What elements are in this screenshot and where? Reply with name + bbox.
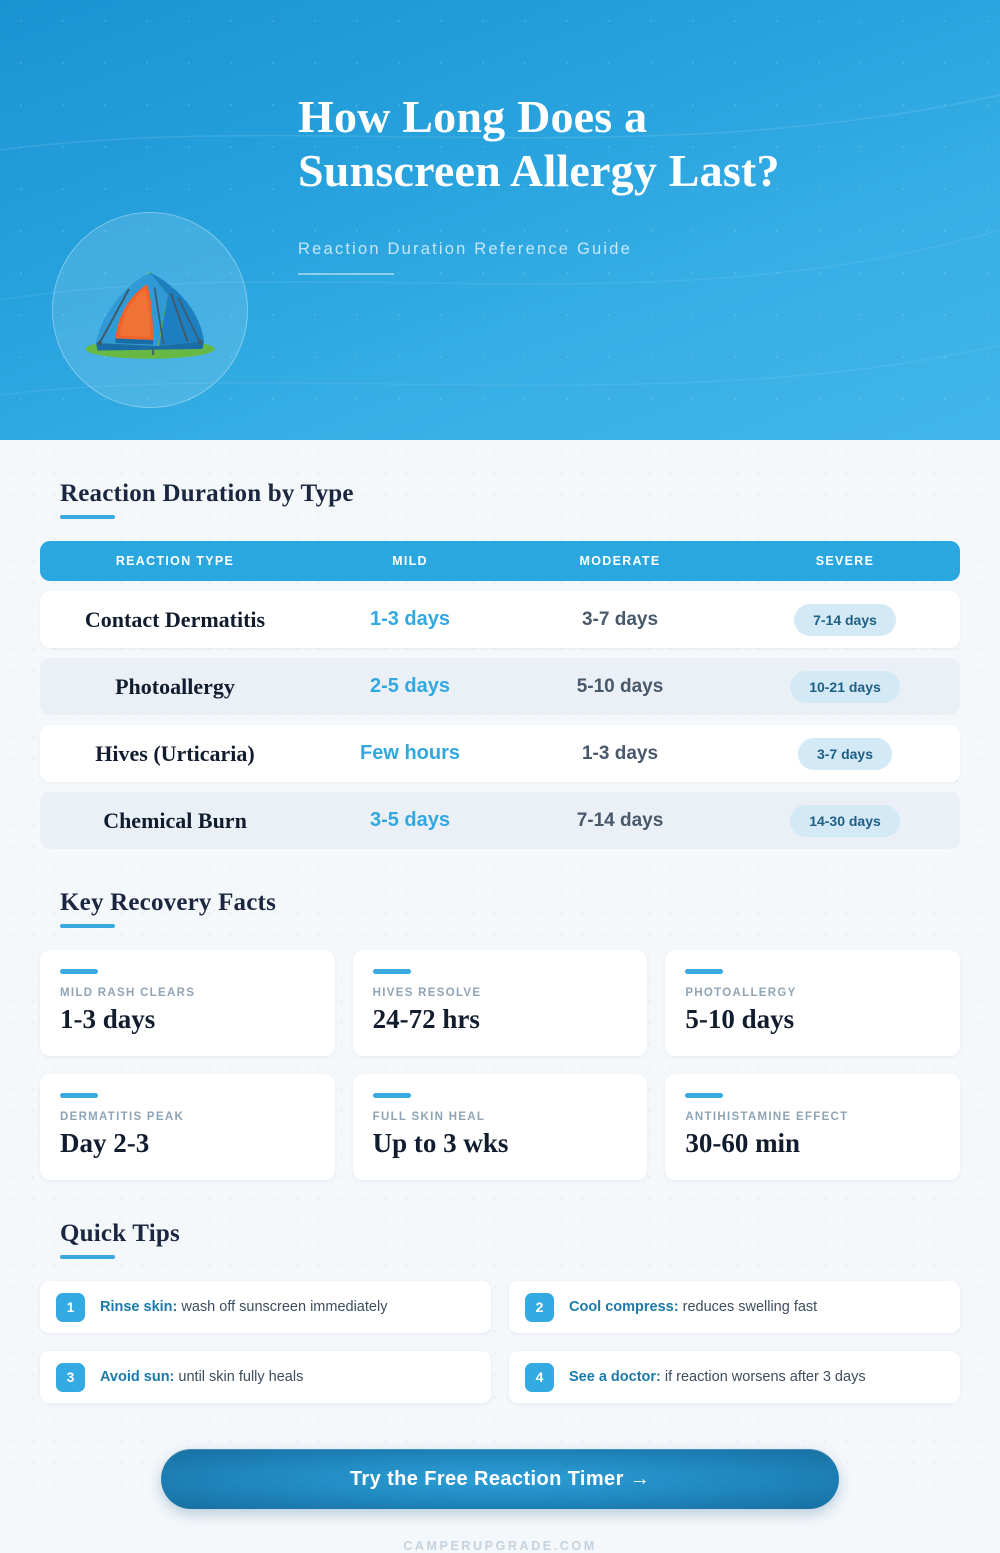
column-header-severe: SEVERE	[815, 554, 875, 568]
tip-bold: See a doctor:	[569, 1369, 661, 1385]
section-accent-rule	[60, 924, 115, 928]
page-subtitle: Reaction Duration Reference Guide	[298, 239, 632, 258]
cell-mild: 2-5 days	[369, 675, 451, 697]
tip-item: 4 See a doctor: if reaction worsens afte…	[509, 1351, 960, 1403]
tip-text: Avoid sun: until skin fully heals	[100, 1369, 303, 1385]
section-title-table: Reaction Duration by Type	[60, 480, 354, 507]
fact-label: DERMATITIS PEAK	[60, 1111, 185, 1123]
fact-card: FULL SKIN HEAL Up to 3 wks	[352, 1074, 648, 1180]
fact-label: HIVES RESOLVE	[372, 987, 482, 999]
fact-value: 30-60 min	[685, 1128, 801, 1158]
fact-accent-bar	[60, 969, 98, 974]
tip-bold: Avoid sun:	[100, 1369, 175, 1385]
key-recovery-facts-grid: MILD RASH CLEARS 1-3 days HIVES RESOLVE …	[40, 950, 960, 1180]
table-section-heading: Reaction Duration by Type	[60, 440, 960, 519]
table-row: Hives (Urticaria) Few hours 1-3 days 3-7…	[40, 725, 960, 782]
tip-bold: Cool compress:	[569, 1299, 679, 1315]
cell-moderate: 3-7 days	[581, 608, 659, 630]
tip-text: Rinse skin: wash off sunscreen immediate…	[100, 1299, 387, 1315]
severity-badge: 7-14 days	[794, 603, 896, 636]
fact-value: Day 2-3	[60, 1128, 150, 1158]
cell-reaction-type: Chemical Burn	[103, 807, 247, 833]
table-row: Photoallergy 2-5 days 5-10 days 10-21 da…	[40, 658, 960, 715]
cell-moderate: 1-3 days	[581, 742, 659, 764]
tip-rest: if reaction worsens after 3 days	[660, 1369, 866, 1385]
tip-number-badge: 3	[56, 1362, 85, 1392]
fact-accent-bar	[372, 969, 411, 974]
fact-accent-bar	[372, 1093, 411, 1098]
tip-bold: Rinse skin:	[100, 1299, 178, 1315]
reaction-duration-table: REACTION TYPE MILD MODERATE SEVERE Conta…	[40, 541, 960, 849]
table-row: Contact Dermatitis 1-3 days 3-7 days 7-1…	[40, 591, 960, 648]
cell-mild: 3-5 days	[369, 809, 451, 831]
section-title-facts: Key Recovery Facts	[60, 889, 277, 916]
header-text-block: How Long Does a Sunscreen Allergy Last? …	[298, 90, 858, 275]
cell-moderate: 7-14 days	[576, 809, 664, 831]
fact-card: ANTIHISTAMINE EFFECT 30-60 min	[665, 1074, 960, 1180]
cell-mild: 1-3 days	[369, 608, 451, 630]
section-accent-rule	[60, 515, 115, 519]
cell-severe: 10-21 days	[730, 670, 960, 703]
fact-label: ANTIHISTAMINE EFFECT	[685, 1111, 849, 1123]
fact-accent-bar	[685, 1093, 724, 1098]
fact-value: 5-10 days	[685, 1004, 795, 1034]
fact-value: 1-3 days	[60, 1004, 156, 1034]
cell-severe: 14-30 days	[730, 804, 960, 837]
cell-reaction-type: Contact Dermatitis	[84, 606, 266, 632]
quick-tips-grid: 1 Rinse skin: wash off sunscreen immedia…	[40, 1281, 960, 1403]
tip-number-badge: 4	[525, 1362, 554, 1392]
cell-reaction-type: Photoallergy	[115, 673, 235, 699]
fact-card: MILD RASH CLEARS 1-3 days	[40, 950, 335, 1056]
cell-mild: Few hours	[359, 742, 460, 764]
cell-severe: 7-14 days	[730, 603, 960, 636]
fact-accent-bar	[685, 969, 724, 974]
fact-accent-bar	[60, 1093, 98, 1098]
page-header: How Long Does a Sunscreen Allergy Last? …	[0, 0, 1000, 440]
fact-label: FULL SKIN HEAL	[372, 1111, 486, 1123]
fact-card: DERMATITIS PEAK Day 2-3	[40, 1074, 335, 1180]
fact-value: 24-72 hrs	[372, 1004, 480, 1034]
severity-badge: 14-30 days	[790, 804, 900, 837]
tip-item: 1 Rinse skin: wash off sunscreen immedia…	[40, 1281, 491, 1333]
fact-label: MILD RASH CLEARS	[60, 987, 196, 999]
tips-section-heading: Quick Tips	[60, 1180, 960, 1259]
column-header-moderate: MODERATE	[579, 554, 661, 568]
facts-section-heading: Key Recovery Facts	[60, 849, 960, 928]
tip-text: Cool compress: reduces swelling fast	[569, 1299, 817, 1315]
column-header-type: REACTION TYPE	[115, 554, 235, 568]
tip-number-badge: 1	[56, 1292, 85, 1322]
cell-severe: 3-7 days	[730, 737, 960, 770]
subtitle-rule	[298, 272, 394, 275]
footer-brand: CAMPERUPGRADE.COM	[403, 1539, 597, 1553]
fact-label: PHOTOALLERGY	[685, 987, 797, 999]
camping-tent-icon	[85, 271, 215, 359]
severity-badge: 3-7 days	[797, 737, 893, 770]
fact-card: PHOTOALLERGY 5-10 days	[665, 950, 960, 1056]
tip-text: See a doctor: if reaction worsens after …	[569, 1369, 866, 1385]
cell-moderate: 5-10 days	[576, 675, 664, 697]
cta-container: Try the Free Reaction Timer →	[40, 1449, 960, 1509]
page-content: Reaction Duration by Type REACTION TYPE …	[0, 440, 1000, 1553]
hero-icon-badge	[52, 212, 248, 408]
table-row: Chemical Burn 3-5 days 7-14 days 14-30 d…	[40, 792, 960, 849]
tip-item: 3 Avoid sun: until skin fully heals	[40, 1351, 491, 1403]
tip-number-badge: 2	[525, 1292, 554, 1322]
tip-rest: reduces swelling fast	[678, 1299, 818, 1315]
tip-rest: wash off sunscreen immediately	[177, 1299, 388, 1315]
severity-badge: 10-21 days	[790, 670, 900, 703]
section-accent-rule	[60, 1255, 115, 1259]
column-header-mild: MILD	[392, 554, 428, 568]
cta-button[interactable]: Try the Free Reaction Timer →	[161, 1449, 839, 1509]
cell-reaction-type: Hives (Urticaria)	[95, 740, 255, 766]
fact-card: HIVES RESOLVE 24-72 hrs	[352, 950, 648, 1056]
tip-item: 2 Cool compress: reduces swelling fast	[509, 1281, 960, 1333]
table-header-row: REACTION TYPE MILD MODERATE SEVERE	[40, 541, 960, 581]
section-title-tips: Quick Tips	[60, 1220, 180, 1247]
tip-rest: until skin fully heals	[174, 1369, 304, 1385]
page-title: How Long Does a Sunscreen Allergy Last?	[298, 91, 780, 196]
fact-value: Up to 3 wks	[372, 1128, 509, 1158]
